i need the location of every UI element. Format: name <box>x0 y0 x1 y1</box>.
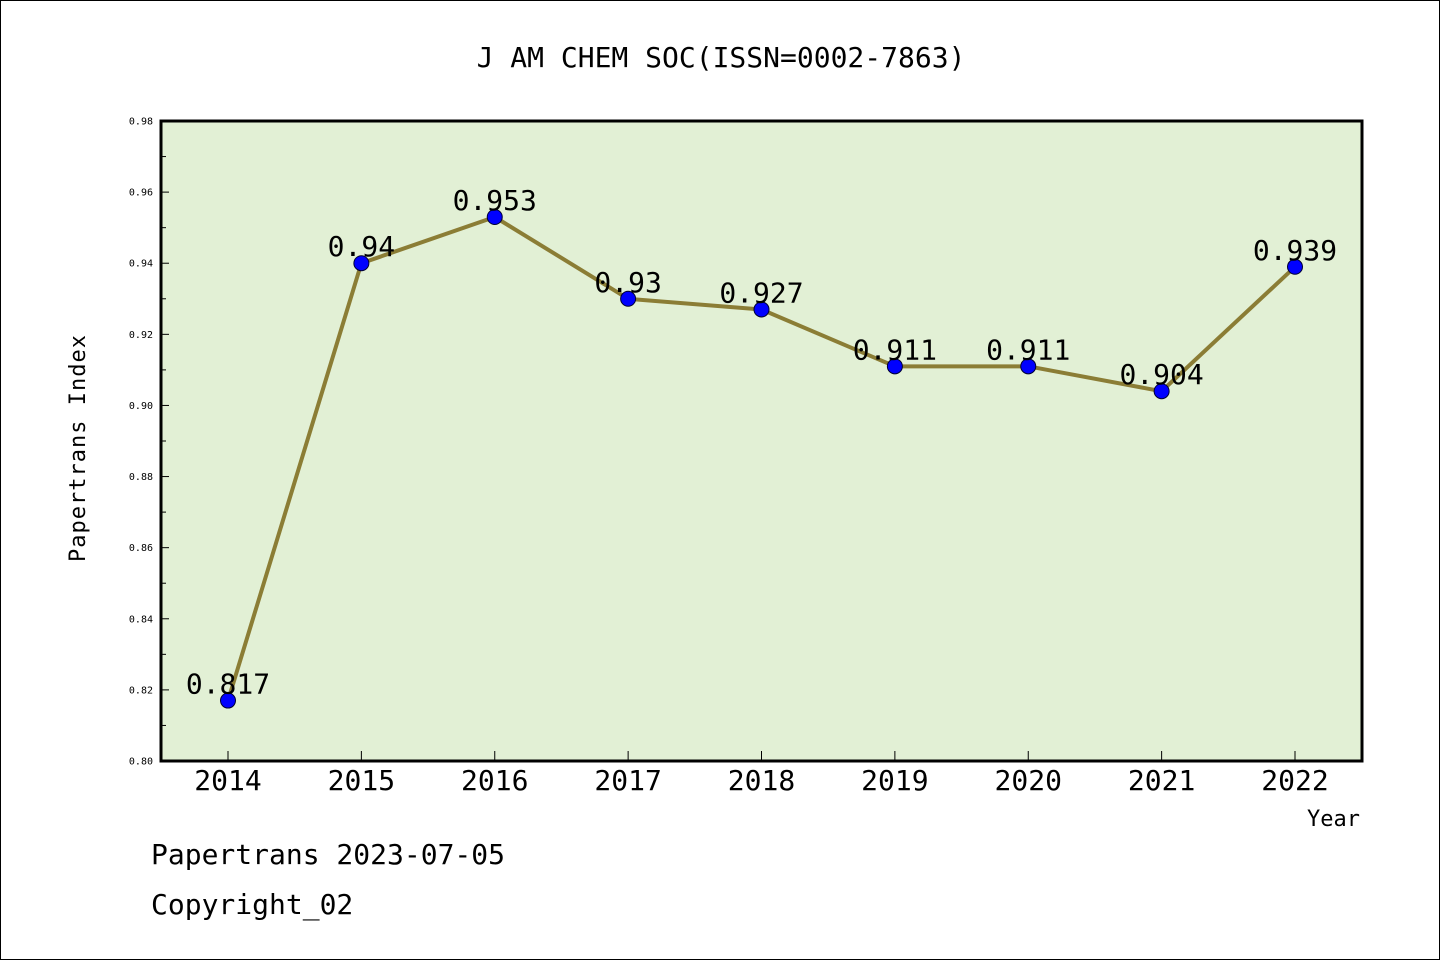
x-tick-label: 2020 <box>995 764 1062 797</box>
data-label: 0.94 <box>328 230 395 263</box>
y-axis: 0.80 0.82 0.84 0.86 0.88 0.90 0.92 0.94 0.96 0.98 <box>129 117 169 768</box>
y-tick-label: 0.82 <box>129 685 153 696</box>
data-label: 0.953 <box>453 184 537 217</box>
x-tick-label: 2014 <box>194 764 261 797</box>
data-label: 0.904 <box>1119 358 1203 391</box>
data-point <box>1287 258 1303 275</box>
y-tick-label: 0.90 <box>129 401 153 412</box>
x-axis: 2014 2015 2016 2017 2018 2019 2020 2021 2022 <box>194 751 1329 797</box>
data-label: 0.927 <box>719 276 803 309</box>
x-tick-label: 2022 <box>1261 764 1328 797</box>
data-label: 0.93 <box>594 266 661 299</box>
x-tick-label: 2018 <box>728 764 795 797</box>
data-point <box>353 255 370 272</box>
data-point <box>620 290 637 307</box>
y-tick-label: 0.84 <box>129 614 153 625</box>
y-tick-label: 0.98 <box>129 117 153 128</box>
x-tick-label: 2017 <box>594 764 661 797</box>
y-tick-label: 0.86 <box>129 543 153 554</box>
data-point <box>1020 358 1037 375</box>
data-point <box>1153 383 1170 400</box>
y-axis-label: Papertrans Index <box>66 334 91 562</box>
plot-area <box>159 119 1364 763</box>
data-labels: 0.817 0.94 0.953 0.93 0.927 0.911 0.911 0.904 0.… <box>186 184 1337 701</box>
x-tick-label: 2016 <box>461 764 528 797</box>
data-point <box>753 301 770 318</box>
y-tick-label: 0.80 <box>129 757 153 768</box>
data-point <box>886 358 903 375</box>
y-tick-label: 0.88 <box>129 472 153 483</box>
y-tick-label: 0.92 <box>129 330 153 341</box>
y-tick-label: 0.94 <box>129 259 153 270</box>
data-point <box>220 692 236 709</box>
x-axis-label: Year <box>1307 807 1360 832</box>
x-tick-label: 2015 <box>328 764 395 797</box>
chart-title: J AM CHEM SOC(ISSN=0002-7863) <box>477 41 966 74</box>
footer-source-date: Papertrans 2023-07-05 <box>151 838 505 871</box>
data-label: 0.911 <box>853 333 937 366</box>
y-tick-label: 0.96 <box>129 188 153 199</box>
x-tick-label: 2019 <box>861 764 928 797</box>
x-tick-label: 2021 <box>1128 764 1195 797</box>
data-label: 0.817 <box>186 668 270 701</box>
data-markers <box>220 209 1303 709</box>
data-label: 0.911 <box>986 333 1070 366</box>
data-label: 0.939 <box>1253 234 1337 267</box>
footer-copyright: Copyright_02 <box>151 888 353 922</box>
data-point <box>486 209 503 225</box>
